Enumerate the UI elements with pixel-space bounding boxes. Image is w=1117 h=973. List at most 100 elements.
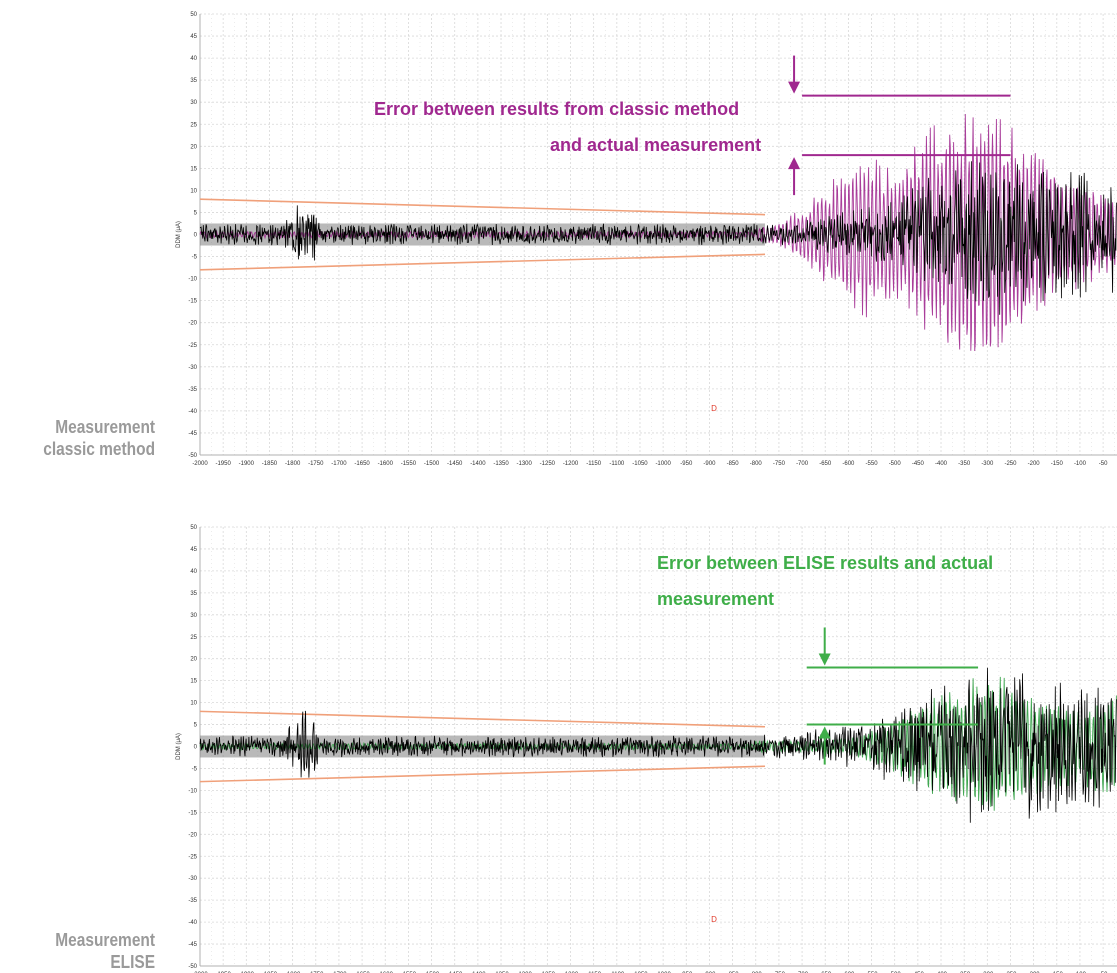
x-tick-label: -350: [958, 461, 971, 467]
classic-error-callout-line2: and actual measurement: [550, 135, 762, 155]
side-label-line2: classic method: [43, 439, 155, 459]
error-arrow-up-head: [818, 726, 831, 739]
y-tick-label: 0: [194, 745, 198, 751]
y-tick-label: -30: [188, 365, 197, 371]
y-tick-label: -10: [188, 277, 197, 283]
x-tick-label: -1450: [447, 461, 463, 467]
top-chart-side-label: Measurement classic method: [43, 416, 155, 460]
series-line-measurement: [199, 667, 1117, 823]
x-tick-label: -1850: [262, 461, 278, 467]
x-tick-label: -2000: [192, 461, 208, 467]
x-tick-label: -150: [1051, 461, 1064, 467]
marker-label: D: [711, 915, 717, 924]
side-label-line1: Measurement: [55, 417, 155, 437]
y-tick-label: 15: [190, 166, 197, 172]
x-tick-label: -1950: [215, 461, 231, 467]
side-label-line1: Measurement: [55, 930, 155, 950]
x-tick-label: -1300: [517, 461, 533, 467]
x-tick-label: -300: [981, 461, 994, 467]
x-tick-label: -1600: [378, 461, 394, 467]
limit-line-upper: [199, 198, 766, 216]
y-tick-label: 0: [194, 233, 198, 239]
x-tick-label: -450: [912, 461, 925, 467]
y-tick-label: 25: [190, 635, 197, 641]
y-axis-label: DDM (μA): [176, 733, 182, 760]
x-tick-label: -1400: [470, 461, 486, 467]
x-tick-label: -1350: [493, 461, 509, 467]
y-tick-label: -50: [188, 453, 197, 459]
y-tick-label: -40: [188, 409, 197, 415]
marker-label: D: [711, 404, 717, 413]
y-tick-label: 20: [190, 144, 197, 150]
x-tick-label: -250: [1004, 461, 1017, 467]
x-tick-label: -500: [889, 461, 902, 467]
x-tick-label: -1250: [540, 461, 556, 467]
series-line-measurement: [199, 161, 1117, 315]
y-tick-label: -10: [188, 788, 197, 794]
elise-error-callout-line2: measurement: [657, 589, 775, 609]
y-tick-label: -20: [188, 321, 197, 327]
y-tick-label: 10: [190, 701, 197, 707]
x-tick-label: -700: [796, 461, 809, 467]
x-tick-label: -1200: [563, 461, 579, 467]
x-tick-label: -850: [727, 461, 740, 467]
chart-panel: 50454035302520151050-5-10-15-20-25-30-35…: [176, 525, 1117, 973]
side-label-line2: ELISE: [110, 952, 155, 972]
x-tick-label: -1500: [424, 461, 440, 467]
y-tick-label: 35: [190, 591, 197, 597]
elise-error-callout-line1: Error between ELISE results and actual: [657, 553, 994, 573]
x-tick-label: -1800: [285, 461, 301, 467]
y-tick-label: 25: [190, 122, 197, 128]
x-tick-label: -650: [819, 461, 832, 467]
y-tick-label: 5: [194, 210, 198, 216]
bottom-chart-side-label: Measurement ELISE: [55, 929, 155, 973]
y-tick-label: 40: [190, 569, 197, 575]
x-tick-label: -50: [1099, 461, 1108, 467]
y-tick-label: 35: [190, 78, 197, 84]
y-axis-label: DDM (μA): [176, 221, 182, 248]
y-tick-label: -45: [188, 942, 197, 948]
y-tick-label: -30: [188, 876, 197, 882]
x-tick-label: -200: [1028, 461, 1041, 467]
y-tick-label: 15: [190, 679, 197, 685]
x-tick-label: -1650: [354, 461, 370, 467]
y-tick-label: 20: [190, 657, 197, 663]
y-tick-label: -40: [188, 920, 197, 926]
y-tick-label: 45: [190, 547, 197, 553]
x-tick-label: -1750: [308, 461, 324, 467]
classic-error-callout-line1: Error between results from classic metho…: [374, 99, 740, 119]
x-tick-label: -600: [842, 461, 855, 467]
y-tick-label: -15: [188, 299, 197, 305]
x-tick-label: -1000: [655, 461, 671, 467]
x-tick-label: -950: [680, 461, 693, 467]
y-tick-label: -25: [188, 854, 197, 860]
x-tick-label: -1550: [401, 461, 417, 467]
y-tick-label: 45: [190, 34, 197, 40]
y-tick-label: 50: [190, 525, 197, 531]
limit-line-lower: [199, 765, 766, 783]
x-tick-label: -100: [1074, 461, 1087, 467]
x-tick-label: -400: [935, 461, 948, 467]
y-tick-label: -25: [188, 343, 197, 349]
y-tick-label: -5: [192, 766, 198, 772]
limit-line-upper: [199, 710, 766, 728]
y-tick-label: 50: [190, 12, 197, 18]
error-arrow-up-head: [788, 157, 801, 170]
x-tick-label: -900: [703, 461, 716, 467]
x-tick-label: -1700: [331, 461, 347, 467]
x-tick-label: -550: [866, 461, 879, 467]
x-tick-label: -800: [750, 461, 763, 467]
y-tick-label: -35: [188, 387, 197, 393]
y-tick-label: 30: [190, 613, 197, 619]
x-tick-label: -750: [773, 461, 786, 467]
y-tick-label: 40: [190, 56, 197, 62]
error-arrow-down-head: [788, 81, 801, 94]
limit-line-lower: [199, 253, 766, 271]
y-tick-label: -35: [188, 898, 197, 904]
x-tick-label: -1100: [609, 461, 625, 467]
y-tick-label: 5: [194, 723, 198, 729]
y-tick-label: -5: [192, 255, 198, 261]
y-tick-label: -15: [188, 810, 197, 816]
y-tick-label: 30: [190, 100, 197, 106]
